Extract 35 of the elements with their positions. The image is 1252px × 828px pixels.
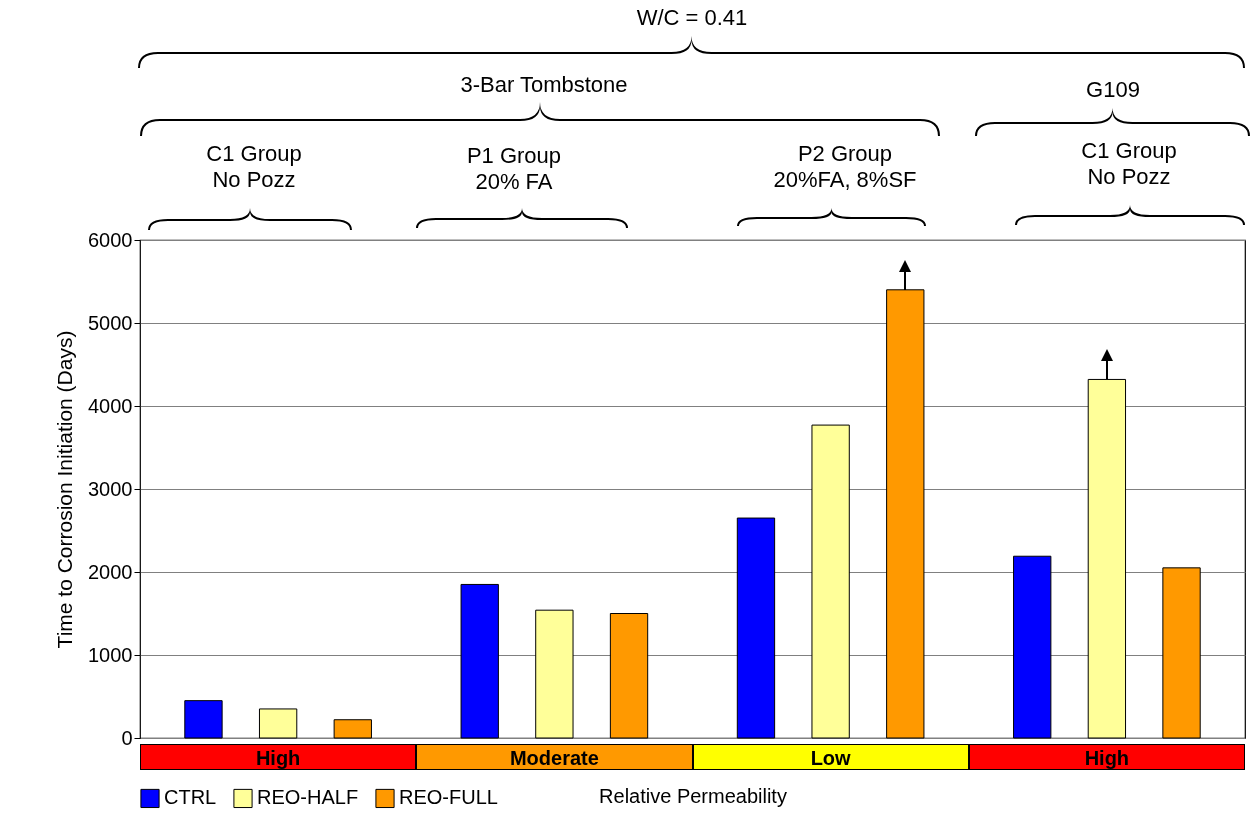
y-tick-label: 6000 (88, 228, 133, 251)
x-axis-title: Relative Permeability (599, 784, 787, 807)
y-tick-label: 4000 (88, 394, 133, 417)
text: C1 Group No Pozz (1081, 138, 1177, 190)
bar (886, 289, 925, 739)
bar (184, 700, 223, 739)
text: P1 Group 20% FA (466, 143, 562, 195)
y-tick-label: 1000 (88, 643, 133, 666)
bar (1013, 555, 1052, 739)
text: P2 Group 20%FA, 8%SF (773, 141, 917, 193)
bar (811, 424, 850, 739)
x-tick-label: Moderate (509, 746, 599, 769)
bar (1087, 378, 1127, 739)
y-tick-label: 2000 (88, 560, 133, 583)
y-axis-title: Time to Corrosion Initiation (Days) (53, 330, 77, 649)
text: C1 Group No Pozz (206, 141, 302, 193)
y-tick-label: 5000 (88, 311, 133, 334)
legend-label: CTRL (164, 786, 217, 809)
y-tick-label: 3000 (88, 477, 133, 500)
bar (535, 609, 574, 739)
bar (460, 583, 499, 739)
x-tick-label: High (1084, 746, 1130, 769)
legend-label: REO-FULL (399, 786, 498, 809)
text: G109 (1086, 77, 1140, 103)
bar (1162, 567, 1201, 739)
bar (258, 708, 298, 739)
bar (736, 517, 776, 739)
text: 3-Bar Tombstone (460, 72, 628, 98)
bar (609, 613, 649, 739)
x-tick-label: Low (810, 746, 852, 769)
y-tick-label: 0 (121, 726, 133, 749)
text: W/C = 0.41 (636, 5, 748, 31)
legend-label: REO-HALF (257, 786, 359, 809)
x-tick-label: High (255, 746, 301, 769)
bar (333, 719, 372, 739)
